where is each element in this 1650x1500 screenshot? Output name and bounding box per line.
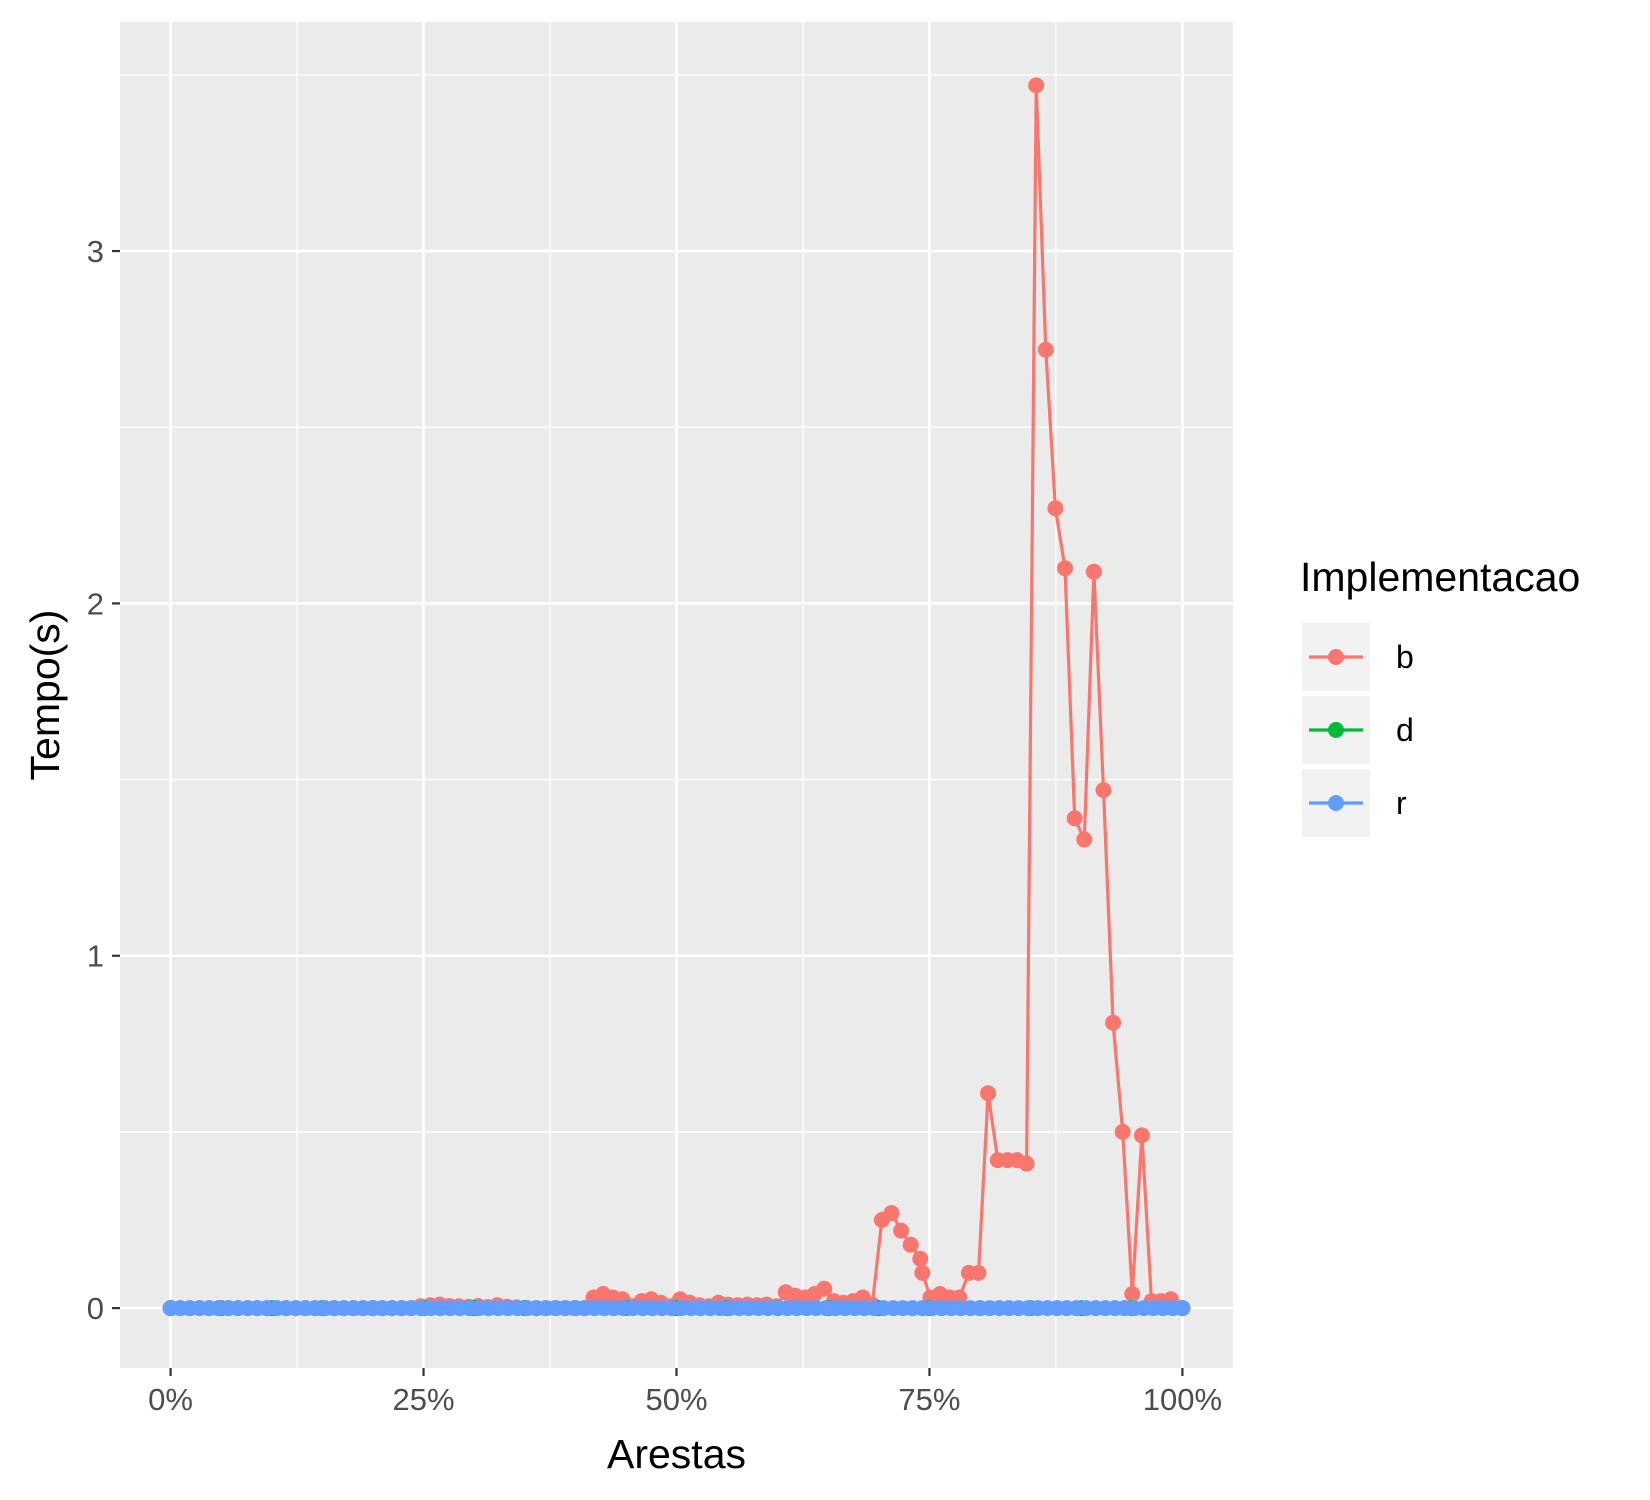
x-tick-label: 75% xyxy=(898,1382,960,1417)
axis-ticks xyxy=(112,249,1184,1376)
legend-key-point xyxy=(1328,649,1344,665)
legend-key-point xyxy=(1328,722,1344,738)
data-point-b xyxy=(914,1264,931,1281)
data-point-b xyxy=(1085,563,1102,580)
data-point-b xyxy=(980,1085,997,1102)
y-tick-label: 3 xyxy=(87,234,104,269)
x-tick-label: 50% xyxy=(645,1382,707,1417)
data-point-b xyxy=(1018,1155,1035,1172)
data-point-b xyxy=(970,1264,987,1281)
data-point-b xyxy=(902,1236,919,1253)
legend-items: b d r xyxy=(1302,623,1414,837)
data-point-b xyxy=(1133,1127,1150,1144)
legend-title: Implementacao xyxy=(1300,554,1580,600)
legend-item-b: b xyxy=(1302,623,1414,691)
data-point-b xyxy=(883,1205,900,1221)
legend-item-r: r xyxy=(1302,769,1407,837)
series-layer xyxy=(162,77,1191,1317)
data-point-b xyxy=(1066,810,1083,827)
data-point-b xyxy=(893,1222,910,1239)
data-point-b xyxy=(1124,1286,1141,1302)
y-axis-title: Tempo(s) xyxy=(22,610,68,781)
data-point-b xyxy=(912,1250,929,1267)
legend-label: d xyxy=(1396,712,1414,748)
y-tick-label: 1 xyxy=(87,939,104,974)
data-point-b xyxy=(816,1280,833,1297)
legend-label: r xyxy=(1396,785,1407,821)
series-r xyxy=(162,1300,1191,1317)
x-tick-label: 0% xyxy=(148,1382,193,1417)
y-tick-label: 0 xyxy=(87,1291,104,1326)
y-tick-label: 2 xyxy=(87,586,104,621)
data-point-b xyxy=(1037,341,1054,358)
legend-item-d: d xyxy=(1302,696,1414,764)
legend-key-point xyxy=(1328,795,1344,811)
data-point-b xyxy=(1028,77,1045,94)
data-point-b xyxy=(1105,1014,1122,1031)
data-point-r xyxy=(1174,1300,1191,1317)
data-point-b xyxy=(1095,782,1112,799)
data-point-b xyxy=(1057,560,1073,577)
x-tick-label: 100% xyxy=(1143,1382,1222,1417)
x-axis-title: Arestas xyxy=(607,1431,746,1477)
data-point-b xyxy=(1047,500,1064,517)
legend: Implementacao b d r xyxy=(1300,554,1580,837)
data-point-b xyxy=(1114,1123,1131,1140)
tick-labels: 0% 25% 50% 75% 100% 0 1 2 3 xyxy=(87,234,1222,1417)
x-tick-label: 25% xyxy=(393,1382,455,1417)
legend-label: b xyxy=(1396,639,1414,675)
data-point-b xyxy=(1076,831,1093,848)
